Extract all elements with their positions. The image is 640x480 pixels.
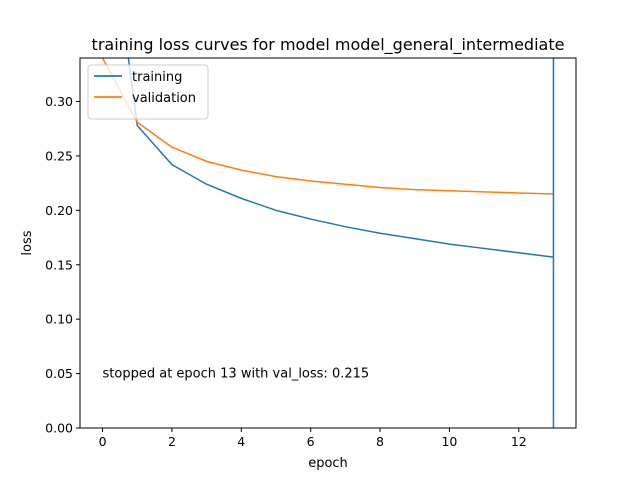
y-tick-label: 0.10 [45,312,73,327]
plot-area [101,58,555,428]
x-axis: 0 2 4 6 8 10 12 [99,428,527,449]
y-tick-label: 0.15 [45,257,73,272]
x-tick-label: 8 [376,434,384,449]
plot-frame [79,57,577,429]
series-line-validation [101,58,554,195]
y-tick-label: 0.30 [45,94,73,109]
legend: training validation [87,64,209,120]
legend-label-training: training [132,70,182,85]
y-axis: 0.00 0.05 0.10 0.15 0.20 0.25 0.30 [45,94,80,436]
x-tick-label: 0 [99,434,107,449]
y-axis-label: loss [20,230,35,255]
x-tick-label: 12 [511,434,527,449]
legend-label-validation: validation [132,91,196,106]
y-tick-label: 0.25 [45,148,73,163]
x-axis-label: epoch [308,456,348,471]
series-line-training [127,58,554,258]
chart-title: training loss curves for model model_gen… [92,35,565,55]
x-tick-label: 4 [237,434,245,449]
x-tick-label: 2 [168,434,176,449]
y-tick-label: 0.00 [45,421,73,436]
stop-annotation: stopped at epoch 13 with val_loss: 0.215 [103,367,370,382]
x-tick-label: 10 [441,434,457,449]
x-tick-label: 6 [307,434,315,449]
y-tick-label: 0.05 [45,366,73,381]
y-tick-label: 0.20 [45,203,73,218]
legend-box [87,64,209,120]
